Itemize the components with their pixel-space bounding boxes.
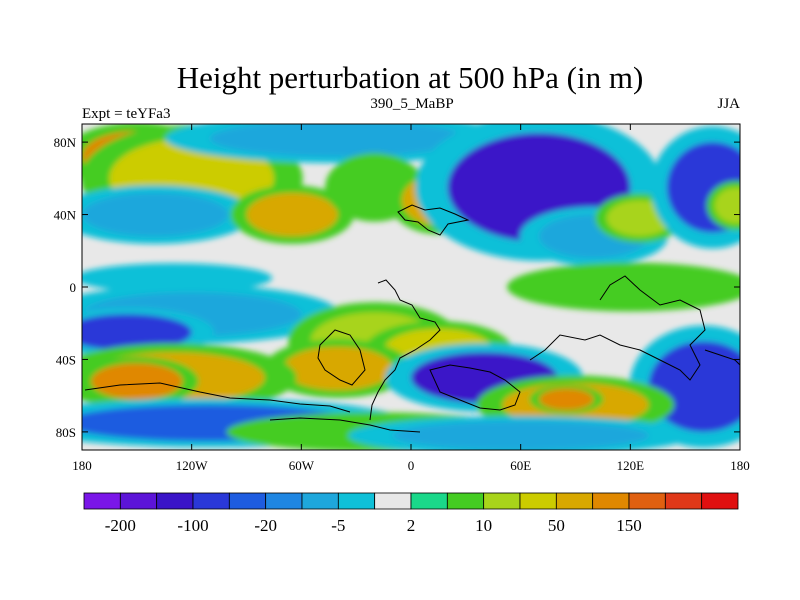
colorbar: -200 -100 -20 -5 2 10 50 150 bbox=[83, 492, 739, 535]
y-tick-label: 0 bbox=[70, 280, 77, 295]
colorbar-swatch bbox=[374, 492, 412, 510]
x-tick-label: 120W bbox=[176, 458, 209, 473]
subtitle-right: JJA bbox=[717, 96, 740, 112]
y-tick-label: 40N bbox=[54, 208, 77, 223]
colorbar-swatch bbox=[265, 492, 303, 510]
coastline-australia bbox=[429, 364, 521, 411]
colorbar-swatch bbox=[592, 492, 630, 510]
colorbar-swatch bbox=[483, 492, 521, 510]
colorbar-swatch bbox=[83, 492, 121, 510]
y-tick-label: 40S bbox=[56, 352, 76, 367]
field-blob bbox=[82, 192, 229, 237]
colorbar-tick-label: 50 bbox=[548, 516, 565, 535]
colorbar-swatch bbox=[119, 492, 158, 510]
coastline-africa bbox=[317, 329, 366, 386]
field-blob bbox=[538, 268, 722, 306]
x-tick-label: 180 bbox=[72, 458, 92, 473]
y-tick-label: 80S bbox=[56, 425, 76, 440]
coastlines bbox=[84, 204, 740, 433]
y-tick-label: 80N bbox=[54, 135, 77, 150]
x-tick-label: 60E bbox=[510, 458, 531, 473]
colorbar-swatch bbox=[701, 492, 739, 510]
coastline-asia bbox=[529, 275, 706, 381]
colorbar-swatch bbox=[555, 492, 594, 510]
field-blob bbox=[538, 388, 594, 411]
field-blob bbox=[82, 314, 192, 351]
colorbar-swatch bbox=[301, 492, 339, 510]
field-layer bbox=[82, 124, 740, 450]
chart-title: Height perturbation at 500 hPa (in m) bbox=[177, 60, 644, 95]
x-tick-label: 120E bbox=[617, 458, 645, 473]
colorbar-swatch bbox=[228, 492, 267, 510]
colorbar-swatch bbox=[192, 492, 230, 510]
x-tick-label: 180 bbox=[730, 458, 750, 473]
colorbar-tick-label: -20 bbox=[254, 516, 277, 535]
colorbar-tick-label: -100 bbox=[177, 516, 208, 535]
colorbar-swatch bbox=[664, 492, 703, 510]
colorbar-tick-label: -200 bbox=[105, 516, 136, 535]
coastline-europe bbox=[397, 204, 470, 236]
field-blob bbox=[209, 124, 466, 157]
axis-ticks: 180 120W 60W 0 60E 120E 180 80N 40N 0 40S 80S bbox=[54, 124, 750, 473]
field-blob bbox=[648, 341, 740, 432]
x-tick-label: 0 bbox=[408, 458, 415, 473]
colorbar-swatch bbox=[337, 492, 376, 510]
colorbar-swatch bbox=[410, 492, 448, 510]
field-blob bbox=[283, 346, 393, 391]
coastline-pacific bbox=[704, 349, 740, 366]
subtitle-center: 390_5_MaBP bbox=[370, 96, 453, 112]
field-blob bbox=[246, 192, 338, 237]
field-blob bbox=[714, 187, 740, 224]
coastline-south-ocean bbox=[84, 382, 351, 413]
field-blob bbox=[100, 267, 247, 289]
subtitle-left: Expt = teYFa3 bbox=[82, 106, 170, 122]
coastline-antarctic bbox=[269, 417, 421, 433]
colorbar-swatch bbox=[156, 492, 194, 510]
field-blob bbox=[91, 363, 183, 400]
colorbar-tick-label: 150 bbox=[616, 516, 642, 535]
colorbar-swatch bbox=[628, 492, 666, 510]
colorbar-tick-label: 10 bbox=[475, 516, 492, 535]
x-tick-label: 60W bbox=[289, 458, 315, 473]
field-blob bbox=[392, 421, 649, 450]
plot-area bbox=[82, 124, 740, 450]
colorbar-tick-label: 2 bbox=[407, 516, 416, 535]
colorbar-swatch bbox=[519, 492, 557, 510]
colorbar-swatch bbox=[446, 492, 485, 510]
coastline-americas bbox=[369, 279, 441, 421]
colorbar-tick-label: -5 bbox=[331, 516, 345, 535]
